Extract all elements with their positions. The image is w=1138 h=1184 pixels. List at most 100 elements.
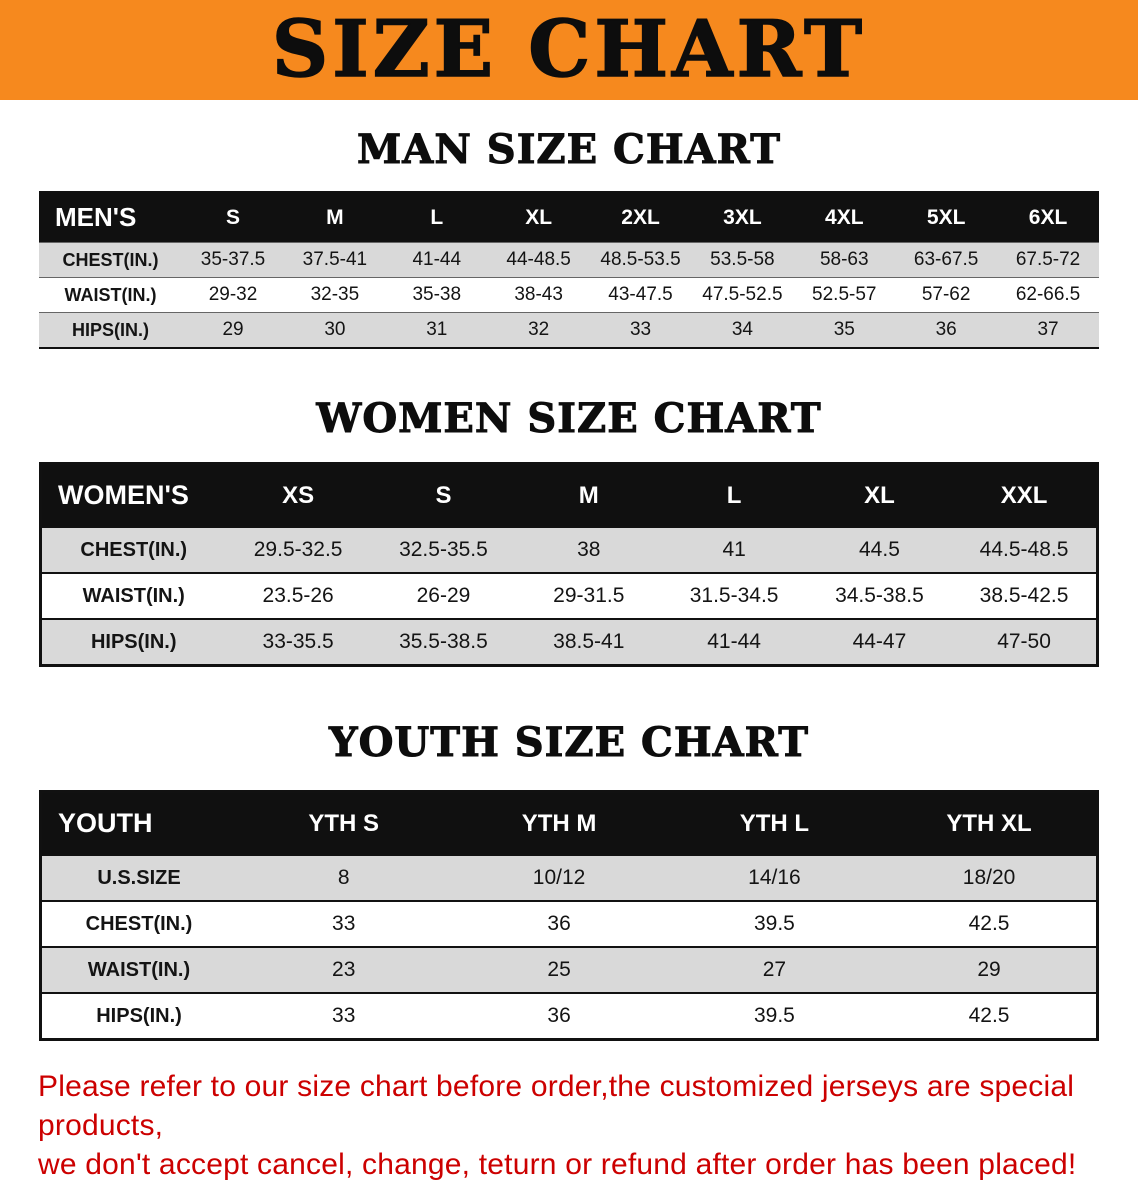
table-row: CHEST(IN.) 33 36 39.5 42.5 — [40, 900, 1098, 947]
table-header-row: YOUTH YTH S YTH M YTH L YTH XL — [40, 791, 1098, 855]
table-row: HIPS(IN.) 29 30 31 32 33 34 35 36 37 — [39, 312, 1099, 348]
size-column-header: 3XL — [691, 192, 794, 243]
size-value-cell: 44.5-48.5 — [952, 526, 1098, 573]
size-value-cell: 26-29 — [370, 572, 517, 619]
size-column-header: YTH L — [666, 791, 883, 855]
size-column-header: S — [182, 192, 284, 243]
table-title-cell: MEN'S — [39, 192, 183, 243]
size-value-cell: 63-67.5 — [895, 242, 998, 278]
size-column-header: YTH S — [236, 791, 452, 855]
size-value-cell: 44-48.5 — [487, 242, 590, 278]
size-column-header: YTH XL — [882, 791, 1098, 855]
size-value-cell: 32.5-35.5 — [370, 526, 517, 573]
disclaimer: Please refer to our size chart before or… — [38, 1067, 1100, 1184]
size-value-cell: 39.5 — [666, 992, 883, 1040]
size-value-cell: 30 — [283, 312, 386, 348]
size-value-cell: 29 — [882, 946, 1098, 993]
size-value-cell: 29-32 — [182, 277, 284, 313]
row-label-cell: WAIST(IN.) — [39, 277, 183, 313]
size-value-cell: 35-38 — [385, 277, 488, 313]
disclaimer-line2: we don't accept cancel, change, teturn o… — [38, 1148, 1077, 1181]
men-chart-heading: MAN SIZE CHART — [357, 126, 781, 174]
size-value-cell: 38.5-42.5 — [952, 572, 1098, 619]
size-value-cell: 25 — [451, 946, 667, 993]
size-column-header: L — [385, 192, 488, 243]
size-value-cell: 18/20 — [882, 854, 1098, 901]
size-value-cell: 29-31.5 — [516, 572, 662, 619]
disclaimer-line1: Please refer to our size chart before or… — [38, 1070, 1075, 1142]
size-chart-banner: SIZE CHART — [0, 0, 1138, 100]
size-value-cell: 41-44 — [385, 242, 488, 278]
size-value-cell: 29.5-32.5 — [225, 526, 371, 573]
size-value-cell: 34.5-38.5 — [806, 572, 953, 619]
size-value-cell: 31 — [385, 312, 488, 348]
table-header-row: WOMEN'S XS S M L XL XXL — [40, 463, 1098, 527]
table-title-cell: WOMEN'S — [40, 463, 226, 527]
table-row: U.S.SIZE 8 10/12 14/16 18/20 — [40, 854, 1098, 901]
row-label-cell: CHEST(IN.) — [39, 242, 183, 278]
size-value-cell: 47-50 — [952, 618, 1098, 666]
youth-size-table: YOUTH YTH S YTH M YTH L YTH XL U.S.SIZE 8 10/12… — [39, 790, 1099, 1041]
banner-title: SIZE CHART — [271, 4, 867, 95]
size-value-cell: 23 — [236, 946, 452, 993]
size-value-cell: 34 — [691, 312, 794, 348]
row-label-cell: WAIST(IN.) — [40, 946, 237, 993]
size-value-cell: 29 — [182, 312, 284, 348]
size-charts: MAN SIZE CHART MEN'S S M L XL 2XL 3XL 4XL 5XL 6XL… — [0, 126, 1138, 1041]
row-label-cell: HIPS(IN.) — [40, 618, 226, 666]
row-label-cell: CHEST(IN.) — [40, 900, 237, 947]
size-column-header: 5XL — [895, 192, 998, 243]
size-value-cell: 42.5 — [882, 900, 1098, 947]
size-value-cell: 57-62 — [895, 277, 998, 313]
youth-chart-heading: YOUTH SIZE CHART — [329, 719, 809, 767]
men-size-table: MEN'S S M L XL 2XL 3XL 4XL 5XL 6XL CHEST(IN.) 35-37… — [39, 191, 1099, 349]
size-value-cell: 33 — [236, 900, 452, 947]
men-size-chart-section: MAN SIZE CHART MEN'S S M L XL 2XL 3XL 4XL 5XL 6XL… — [0, 126, 1138, 349]
size-value-cell: 36 — [451, 992, 667, 1040]
size-column-header: YTH M — [451, 791, 667, 855]
women-chart-heading: WOMEN SIZE CHART — [316, 395, 822, 443]
table-row: HIPS(IN.) 33 36 39.5 42.5 — [40, 992, 1098, 1040]
size-value-cell: 33 — [589, 312, 692, 348]
size-value-cell: 39.5 — [666, 900, 883, 947]
table-row: WAIST(IN.) 29-32 32-35 35-38 38-43 43-47.5 47.… — [39, 277, 1099, 313]
size-value-cell: 43-47.5 — [589, 277, 692, 313]
size-value-cell: 37 — [997, 312, 1099, 348]
size-value-cell: 32 — [487, 312, 590, 348]
size-value-cell: 33-35.5 — [225, 618, 371, 666]
size-value-cell: 14/16 — [666, 854, 883, 901]
size-value-cell: 37.5-41 — [283, 242, 386, 278]
size-value-cell: 27 — [666, 946, 883, 993]
size-value-cell: 35 — [793, 312, 896, 348]
size-column-header: M — [516, 463, 662, 527]
size-value-cell: 67.5-72 — [997, 242, 1099, 278]
row-label-cell: HIPS(IN.) — [39, 312, 183, 348]
size-value-cell: 58-63 — [793, 242, 896, 278]
size-column-header: XXL — [952, 463, 1098, 527]
size-column-header: 2XL — [589, 192, 692, 243]
size-value-cell: 8 — [236, 854, 452, 901]
size-value-cell: 33 — [236, 992, 452, 1040]
size-column-header: L — [661, 463, 807, 527]
row-label-cell: U.S.SIZE — [40, 854, 237, 901]
size-value-cell: 41 — [661, 526, 807, 573]
row-label-cell: CHEST(IN.) — [40, 526, 226, 573]
table-header-row: MEN'S S M L XL 2XL 3XL 4XL 5XL 6XL — [39, 192, 1099, 243]
size-value-cell: 53.5-58 — [691, 242, 794, 278]
size-value-cell: 35-37.5 — [182, 242, 284, 278]
table-row: WAIST(IN.) 23.5-26 26-29 29-31.5 31.5-34.5 34… — [40, 572, 1098, 619]
table-title-cell: YOUTH — [40, 791, 237, 855]
size-value-cell: 44.5 — [806, 526, 953, 573]
size-column-header: 4XL — [793, 192, 896, 243]
size-value-cell: 38 — [516, 526, 662, 573]
women-size-table: WOMEN'S XS S M L XL XXL CHEST(IN.) 29.5-32.5 32.5… — [39, 462, 1099, 667]
size-column-header: 6XL — [997, 192, 1099, 243]
size-value-cell: 44-47 — [806, 618, 953, 666]
size-value-cell: 38-43 — [487, 277, 590, 313]
size-column-header: XS — [225, 463, 371, 527]
row-label-cell: WAIST(IN.) — [40, 572, 226, 619]
size-value-cell: 47.5-52.5 — [691, 277, 794, 313]
size-value-cell: 10/12 — [451, 854, 667, 901]
table-row: CHEST(IN.) 29.5-32.5 32.5-35.5 38 41 44.5 44.5… — [40, 526, 1098, 573]
women-size-chart-section: WOMEN SIZE CHART WOMEN'S XS S M L XL XXL CHEST(… — [0, 395, 1138, 667]
